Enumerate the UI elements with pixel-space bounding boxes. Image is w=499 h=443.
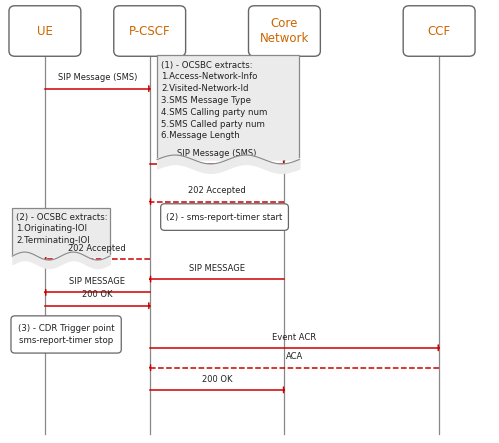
Text: (3) - CDR Trigger point
sms-report-timer stop: (3) - CDR Trigger point sms-report-timer… xyxy=(18,324,114,345)
Text: P-CSCF: P-CSCF xyxy=(129,24,171,38)
Text: SIP MESSAGE: SIP MESSAGE xyxy=(69,277,125,286)
Text: Core
Network: Core Network xyxy=(260,17,309,45)
Text: UE: UE xyxy=(37,24,53,38)
FancyBboxPatch shape xyxy=(12,208,110,256)
FancyBboxPatch shape xyxy=(249,6,320,56)
Text: CCF: CCF xyxy=(428,24,451,38)
Text: 202 Accepted: 202 Accepted xyxy=(188,187,246,195)
Text: Event ACR: Event ACR xyxy=(272,333,316,342)
FancyBboxPatch shape xyxy=(11,316,121,353)
Text: SIP Message (SMS): SIP Message (SMS) xyxy=(177,149,257,158)
Text: (2) - OCSBC extracts:
1.Originating-IOI
2.Terminating-IOI: (2) - OCSBC extracts: 1.Originating-IOI … xyxy=(16,213,108,245)
Text: SIP Message (SMS): SIP Message (SMS) xyxy=(57,74,137,82)
Text: ACA: ACA xyxy=(286,353,303,361)
FancyBboxPatch shape xyxy=(157,55,299,159)
Text: (1) - OCSBC extracts:
1.Access-Network-Info
2.Visited-Network-Id
3.SMS Message T: (1) - OCSBC extracts: 1.Access-Network-I… xyxy=(161,61,267,140)
Text: 200 OK: 200 OK xyxy=(202,375,233,384)
Text: (2) - sms-report-timer start: (2) - sms-report-timer start xyxy=(166,213,283,222)
FancyBboxPatch shape xyxy=(9,6,81,56)
Text: SIP MESSAGE: SIP MESSAGE xyxy=(189,264,245,273)
FancyBboxPatch shape xyxy=(161,204,288,230)
FancyBboxPatch shape xyxy=(114,6,186,56)
Text: 202 Accepted: 202 Accepted xyxy=(68,244,126,253)
Text: 200 OK: 200 OK xyxy=(82,291,113,299)
FancyBboxPatch shape xyxy=(403,6,475,56)
